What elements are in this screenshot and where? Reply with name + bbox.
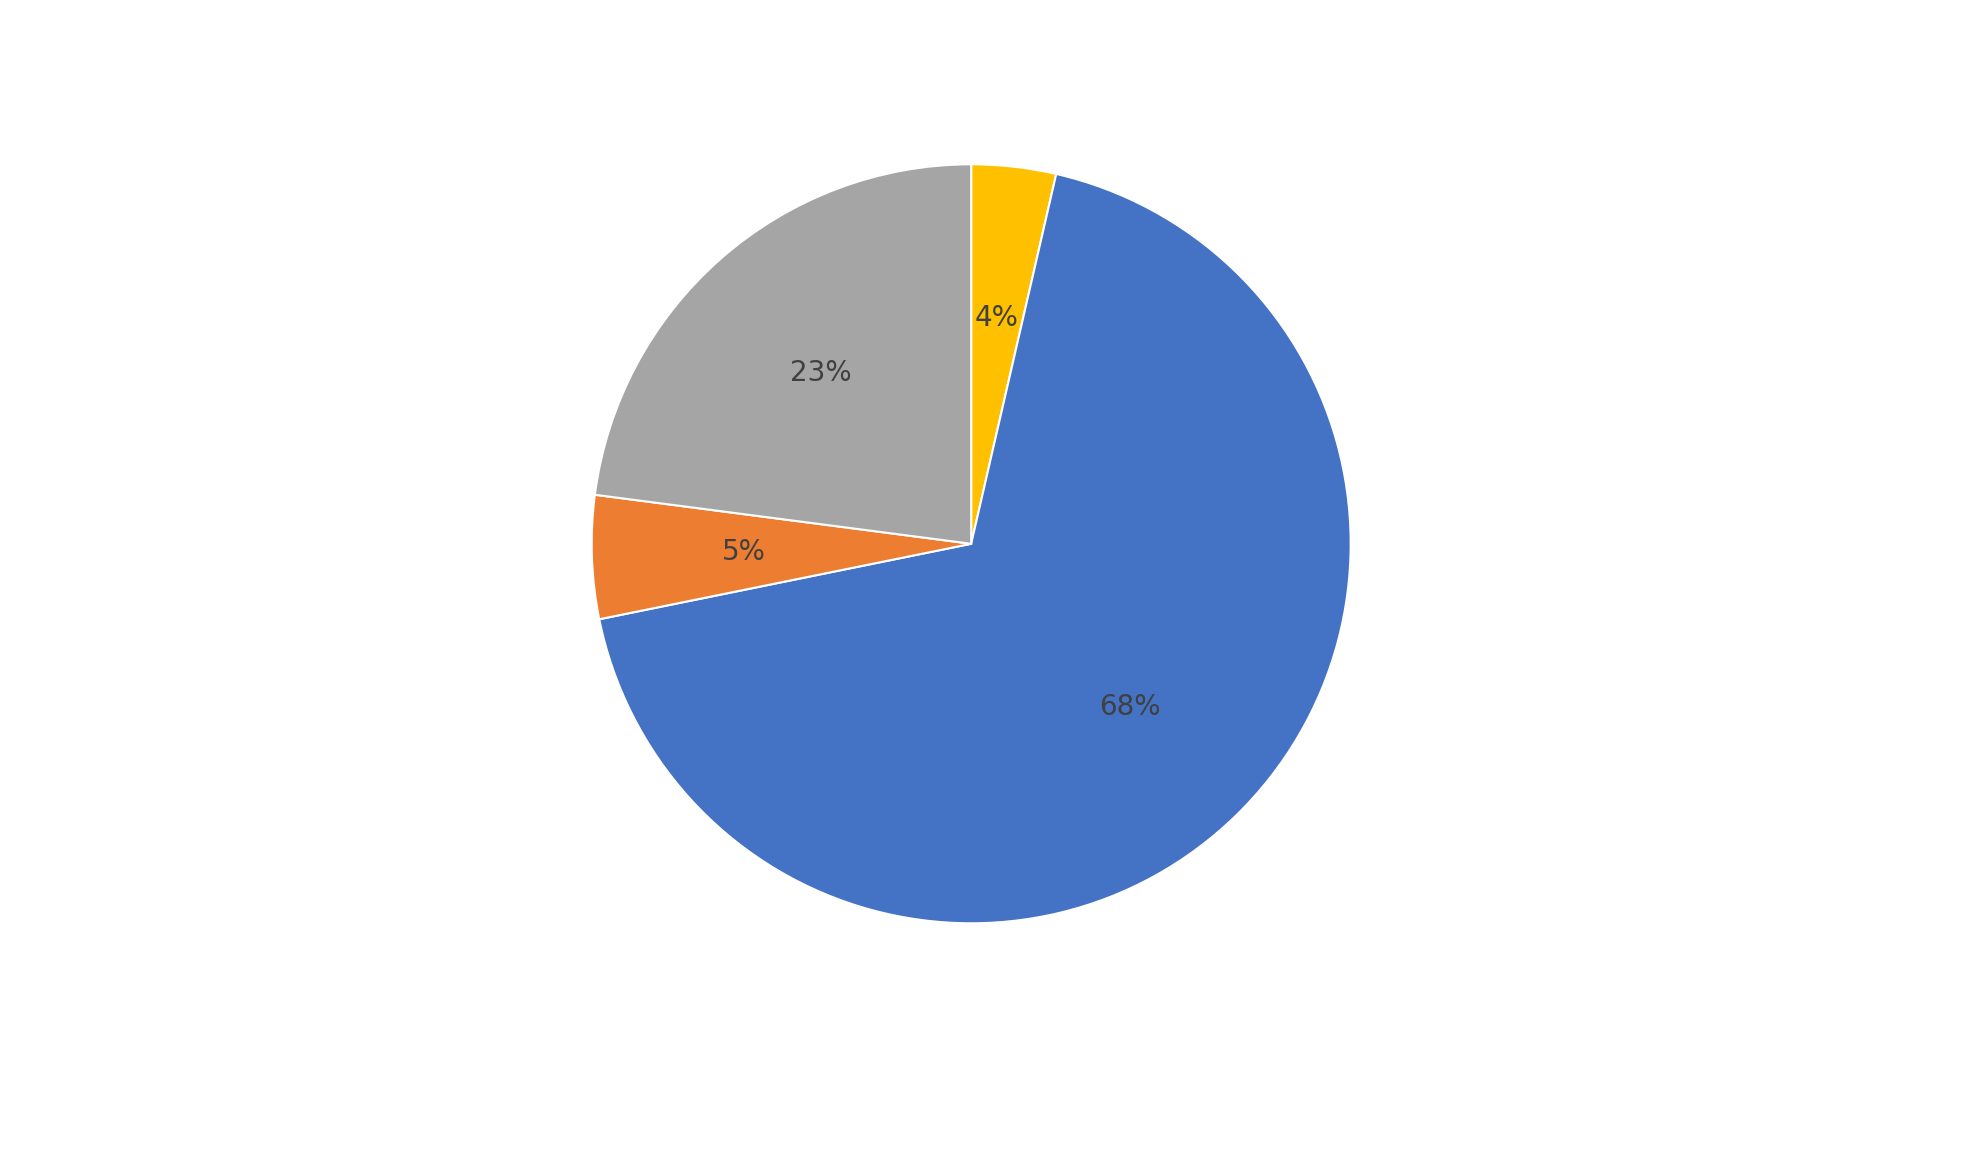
Wedge shape [593,495,971,619]
Wedge shape [599,174,1350,923]
Text: 68%: 68% [1100,693,1161,721]
Wedge shape [595,164,971,544]
Wedge shape [971,164,1056,544]
Text: 5%: 5% [721,538,765,566]
Text: 4%: 4% [975,303,1019,332]
Text: 23%: 23% [791,359,852,386]
